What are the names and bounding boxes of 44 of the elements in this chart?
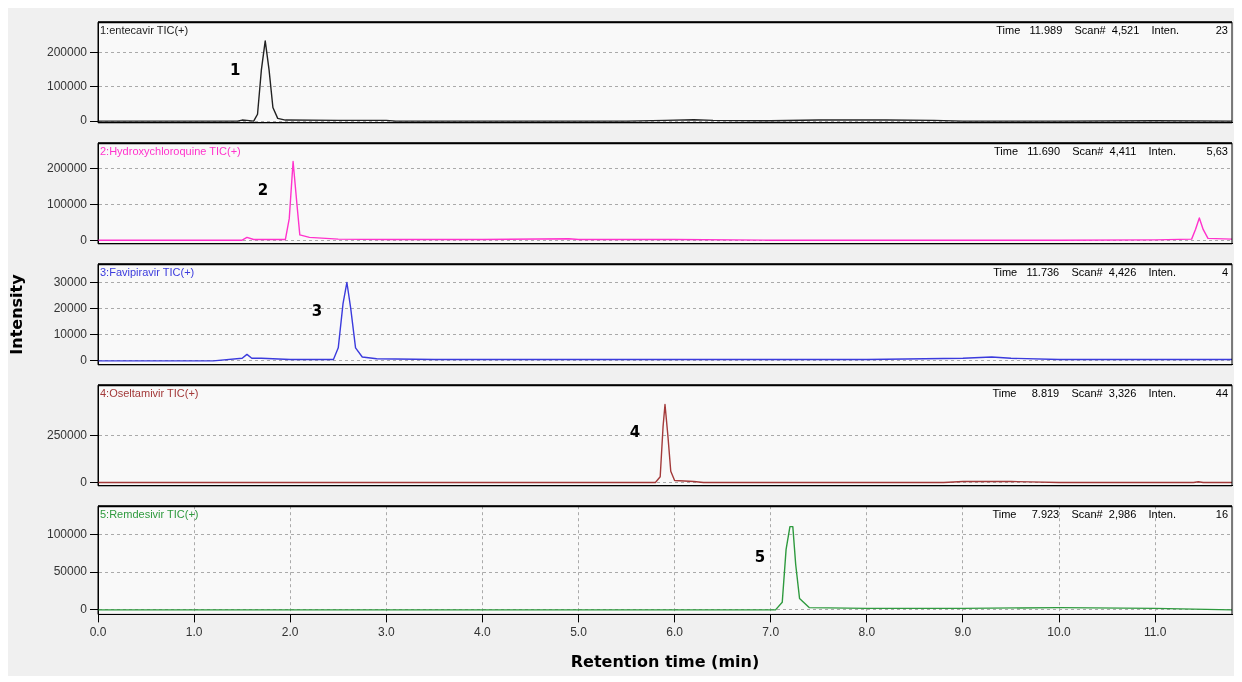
y-tick-label: 200000 <box>46 160 88 175</box>
x-tick-label: 8.0 <box>858 624 876 639</box>
y-tick-label: 30000 <box>53 274 88 289</box>
annotation: 2 <box>257 180 269 199</box>
y-tick-label: 50000 <box>53 564 88 579</box>
y-axis-title: Intensity <box>6 273 26 355</box>
y-tick-label: 0 <box>80 474 88 489</box>
x-tick-label: 3.0 <box>377 624 395 639</box>
y-tick-label: 0 <box>80 113 88 128</box>
x-tick-label: 5.0 <box>570 624 588 639</box>
y-tick-label: 0 <box>80 232 88 247</box>
y-tick-label: 100000 <box>46 79 88 94</box>
x-tick-label: 11.0 <box>1143 624 1167 639</box>
y-tick-label: 20000 <box>53 300 88 315</box>
chart-subtitle: Time 7.923 Scan# 2,986 Inten. 16 <box>992 507 1228 520</box>
chart-title: 2:Hydroxychloroquine TIC(+) <box>100 144 241 157</box>
annotation: 5 <box>754 548 766 567</box>
annotation: 1 <box>230 60 241 79</box>
y-tick-label: 100000 <box>46 526 88 541</box>
x-tick-label: 10.0 <box>1047 624 1072 639</box>
annotation: 4 <box>629 423 641 442</box>
y-tick-label: 100000 <box>46 196 88 211</box>
chart-subtitle: Time 11.690 Scan# 4,411 Inten. 5,63 <box>994 144 1228 157</box>
y-tick-label: 250000 <box>46 428 88 442</box>
x-tick-label: 0.0 <box>89 624 107 639</box>
x-tick-label: 6.0 <box>666 624 684 639</box>
y-tick-label: 0 <box>80 353 88 368</box>
chart-title: 4:Oseltamivir TIC(+) <box>100 386 199 399</box>
y-tick-label: 0 <box>80 602 88 617</box>
chart-title: 5:Remdesivir TIC(+) <box>100 507 199 520</box>
x-tick-label: 9.0 <box>954 624 972 639</box>
chart-subtitle: Time 8.819 Scan# 3,326 Inten. 44 <box>992 386 1228 399</box>
x-tick-label: 4.0 <box>474 624 492 639</box>
x-tick-label: 2.0 <box>281 624 299 639</box>
x-axis-title: Retention time (min) <box>570 651 760 671</box>
x-tick-label: 7.0 <box>762 624 780 639</box>
y-tick-label: 200000 <box>46 45 88 60</box>
annotation: 3 <box>311 301 323 320</box>
x-tick-label: 1.0 <box>185 624 203 639</box>
chart-subtitle: Time 11.736 Scan# 4,426 Inten. 4 <box>993 265 1228 278</box>
chart-title: 3:Favipiravir TIC(+) <box>100 265 195 278</box>
chart-title: 1:entecavir TIC(+) <box>100 23 189 36</box>
y-tick-label: 10000 <box>53 327 88 342</box>
chart-subtitle: Time 11.989 Scan# 4,521 Inten. 23 <box>996 23 1228 36</box>
